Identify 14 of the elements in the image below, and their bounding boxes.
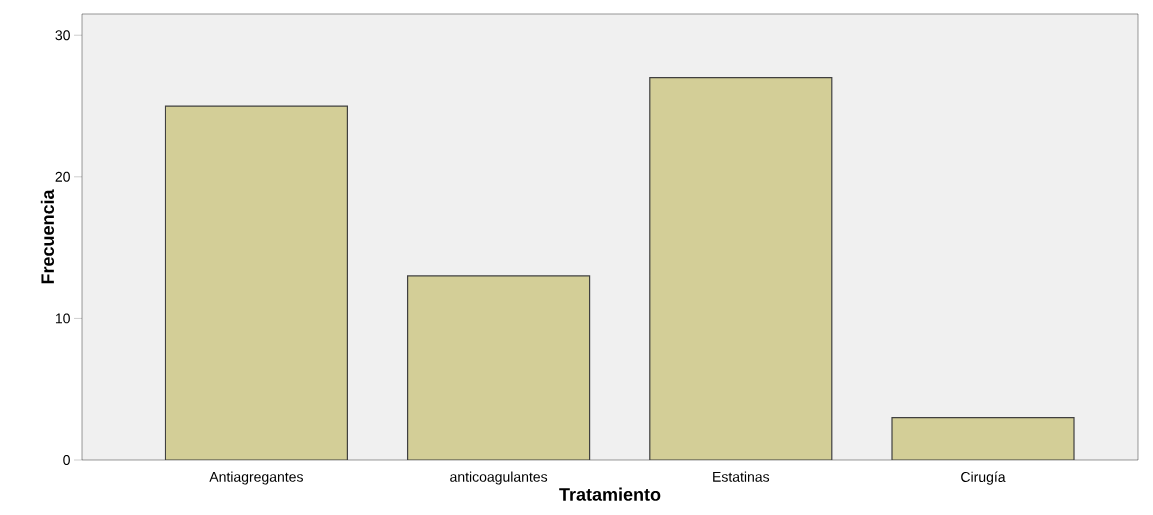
bar	[165, 106, 348, 460]
x-tick-label: Cirugía	[961, 471, 1006, 485]
bar	[649, 77, 833, 460]
y-tick-label: 20	[55, 171, 70, 182]
y-axis-title: Frecuencia	[40, 189, 55, 284]
y-tick-label: 30	[55, 30, 70, 41]
bar	[407, 275, 591, 460]
x-axis-title: Tratamiento	[559, 487, 661, 501]
x-tick-label: Antiagregantes	[209, 471, 303, 485]
bar	[891, 416, 1075, 460]
x-tick-label: anticoagulantes	[450, 471, 548, 485]
x-tick-label: Estatinas	[713, 471, 770, 482]
y-tick-label: 0	[63, 455, 70, 465]
y-tick-label: 10	[55, 313, 70, 324]
